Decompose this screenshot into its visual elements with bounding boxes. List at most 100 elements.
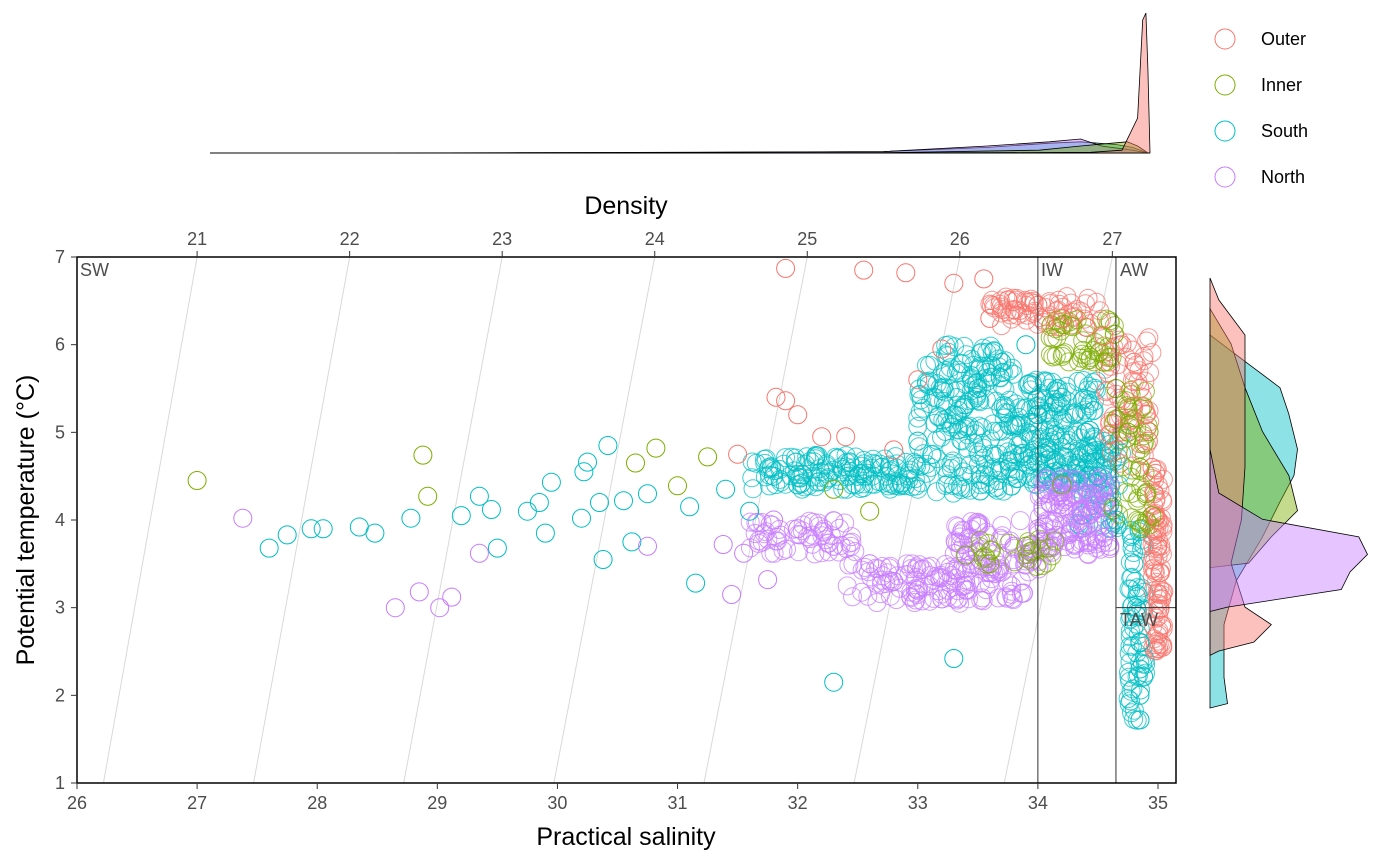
data-point-south [1121,681,1141,701]
data-point-inner [1113,457,1133,477]
data-point-north [1065,536,1085,555]
data-point-outer [1147,583,1167,603]
data-point-south [927,430,947,450]
data-point-outer [766,387,786,407]
data-point-south [1010,435,1030,455]
legend-label-outer: Outer [1261,29,1306,49]
data-point-outer [1040,294,1060,314]
data-point-south [886,447,905,467]
data-point-outer [1090,311,1109,331]
data-point-north [1055,537,1074,557]
data-point-south [908,431,928,451]
right-density-outer [1209,277,1272,656]
data-point-south [469,486,489,506]
x-tick-label: 26 [67,793,87,813]
data-point-south [1122,533,1142,553]
data-point-north [1070,483,1090,503]
data-point-south [977,371,997,391]
data-point-outer [836,427,856,447]
data-point-north [812,526,832,546]
data-point-north [764,510,784,530]
data-point-inner [956,545,976,565]
data-point-outer [1122,340,1142,360]
data-point-south [481,500,501,519]
data-point-north [722,585,742,604]
data-point-outer [1122,456,1142,476]
isopycnal-line [102,256,198,784]
data-point-north [839,555,859,575]
data-point-north [799,511,819,531]
data-point-south [934,391,953,411]
data-point-south [1045,424,1065,444]
data-point-south [988,480,1007,500]
data-point-south [1127,578,1147,598]
data-point-north [969,517,988,537]
data-point-south [1073,371,1093,390]
data-point-south [1094,432,1114,451]
data-point-south [259,538,279,558]
data-point-outer [1076,317,1096,337]
data-point-outer [1153,469,1173,489]
data-point-south [1119,643,1139,663]
legend-label-north: North [1261,167,1305,187]
x-axis: 26 27 28 29 30 31 32 33 34 35 [67,783,1168,813]
right-density-north [1209,449,1368,613]
data-point-south [1021,400,1040,419]
data-point-south [1031,384,1051,403]
density-tick-label: 21 [187,229,207,249]
data-point-south [818,468,838,488]
data-point-south [578,452,597,472]
data-point-south [776,448,795,468]
data-point-north [1080,532,1100,552]
legend: Outer Inner South North [1214,28,1308,188]
data-point-south [1130,659,1150,679]
data-point-south [1120,552,1140,572]
x-tick-label: 27 [187,793,207,813]
y-tick-label: 7 [55,247,65,267]
data-point-south [925,351,945,371]
data-point-outer [974,269,994,289]
data-point-south [517,501,537,521]
data-point-south [1118,689,1138,709]
data-point-north [638,536,657,556]
data-point-inner [975,547,995,567]
data-point-north [901,559,921,579]
data-point-south [1130,685,1150,705]
data-point-inner [980,554,1000,574]
data-point-outer [1148,510,1168,530]
data-point-inner [1063,317,1083,337]
data-point-south [984,421,1004,441]
data-point-north [912,591,932,611]
data-point-north [788,519,808,539]
data-point-south [972,342,992,362]
data-point-inner [1138,416,1158,436]
x-tick-label: 29 [427,793,447,813]
data-point-south [365,523,385,543]
data-point-south [971,343,990,363]
data-point-south [794,477,814,497]
data-point-south [887,458,907,478]
data-point-inner [1137,512,1157,532]
data-point-south [896,476,916,496]
data-point-north [816,530,836,550]
data-point-outer [1124,352,1144,372]
data-point-north [920,591,940,611]
data-point-south [1126,614,1146,634]
density-tick-label: 27 [1102,229,1122,249]
isopycnal-line [553,256,656,784]
data-point-south [1048,379,1068,399]
data-point-outer [1110,453,1130,473]
data-point-north [814,522,834,542]
data-point-south [764,466,784,486]
data-point-inner [1055,343,1075,363]
data-point-south [593,550,613,569]
data-point-south [1005,464,1025,484]
data-point-north [932,589,952,609]
data-point-inner [1042,546,1062,566]
data-point-south [1016,335,1036,355]
data-point-south [786,448,805,468]
data-point-south [791,474,811,494]
data-point-south [1022,467,1041,487]
data-point-outer [984,296,1004,316]
